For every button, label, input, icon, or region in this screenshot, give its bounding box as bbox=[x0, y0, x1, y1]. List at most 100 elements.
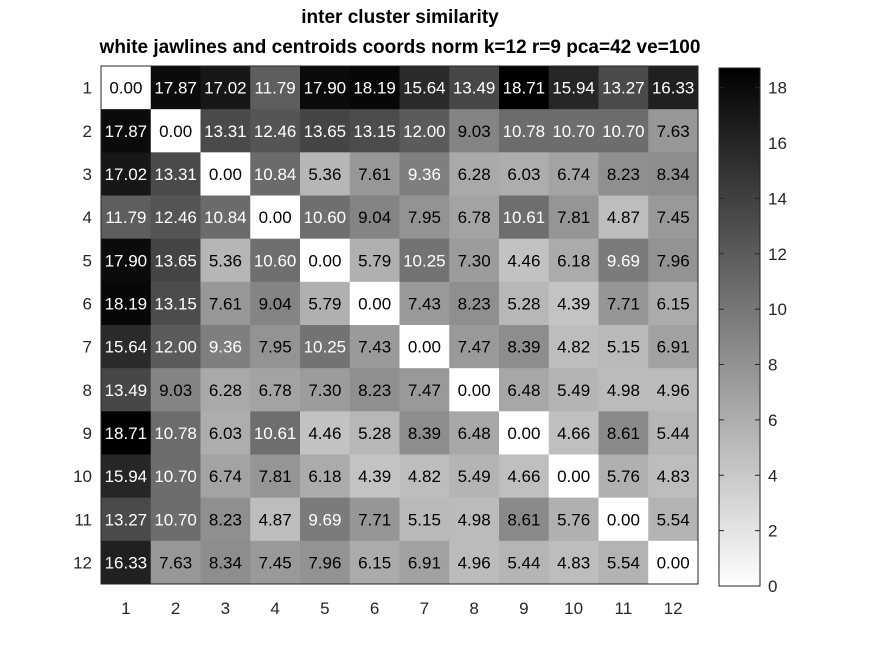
cell-label-12-3: 8.34 bbox=[209, 553, 242, 572]
x-tick-6: 6 bbox=[370, 599, 379, 618]
cell-label-5-9: 4.46 bbox=[507, 251, 540, 270]
heatmap-cell-12-7 bbox=[399, 540, 450, 585]
y-tick-4: 4 bbox=[83, 208, 92, 227]
heatmap-cell-5-5 bbox=[300, 238, 351, 283]
heatmap-cell-4-9 bbox=[499, 195, 550, 240]
heatmap-cell-12-4 bbox=[250, 540, 301, 585]
cell-label-11-12: 5.54 bbox=[657, 510, 690, 529]
heatmap-cell-11-4 bbox=[250, 497, 301, 542]
cell-label-12-12: 0.00 bbox=[657, 553, 690, 572]
heatmap-cell-1-7 bbox=[399, 66, 450, 110]
cell-label-7-6: 7.43 bbox=[358, 338, 391, 357]
heatmap-cell-10-2 bbox=[150, 454, 201, 499]
cell-label-7-4: 7.95 bbox=[259, 338, 292, 357]
heatmap-cell-9-12 bbox=[648, 411, 699, 455]
heatmap-cell-5-3 bbox=[200, 238, 251, 283]
cell-label-6-6: 0.00 bbox=[358, 294, 391, 313]
heatmap-cell-6-5 bbox=[300, 281, 351, 326]
cell-label-6-12: 6.15 bbox=[657, 294, 690, 313]
heatmap-cell-10-7 bbox=[399, 454, 450, 499]
heatmap-cell-12-5 bbox=[300, 540, 351, 585]
cell-label-12-5: 7.96 bbox=[308, 553, 341, 572]
cell-label-12-1: 16.33 bbox=[105, 553, 148, 572]
cell-label-8-6: 8.23 bbox=[358, 381, 391, 400]
cell-label-7-10: 4.82 bbox=[557, 338, 590, 357]
heatmap-cell-11-1 bbox=[101, 497, 152, 542]
x-tick-12: 12 bbox=[664, 599, 683, 618]
cell-label-6-1: 18.19 bbox=[105, 294, 148, 313]
heatmap-cell-11-11 bbox=[598, 497, 649, 542]
heatmap-cell-5-9 bbox=[499, 238, 550, 283]
heatmap-cell-4-10 bbox=[548, 195, 599, 240]
heatmap-cell-9-9 bbox=[499, 411, 550, 455]
x-tick-8: 8 bbox=[469, 599, 478, 618]
cell-label-2-8: 9.03 bbox=[458, 122, 491, 141]
cell-label-5-3: 5.36 bbox=[209, 251, 242, 270]
heatmap-cell-7-7 bbox=[399, 325, 450, 369]
cell-label-6-5: 5.79 bbox=[308, 294, 341, 313]
cell-label-11-4: 4.87 bbox=[259, 510, 292, 529]
cell-label-1-11: 13.27 bbox=[602, 79, 645, 98]
heatmap-cell-11-9 bbox=[499, 497, 550, 542]
heatmap-cell-8-4 bbox=[250, 368, 301, 412]
colorbar-tick-6: 6 bbox=[768, 411, 777, 430]
heatmap-cell-6-8 bbox=[449, 281, 500, 326]
cell-label-1-3: 17.02 bbox=[204, 79, 247, 98]
cell-label-1-7: 15.64 bbox=[403, 79, 446, 98]
cell-label-1-10: 15.94 bbox=[552, 79, 595, 98]
heatmap-cell-8-11 bbox=[598, 368, 649, 412]
cell-label-10-4: 7.81 bbox=[259, 467, 292, 486]
colorbar-tick-16: 16 bbox=[768, 134, 787, 153]
y-tick-2: 2 bbox=[83, 122, 92, 141]
heatmap-cell-4-4 bbox=[250, 195, 301, 240]
cell-label-1-2: 17.87 bbox=[154, 79, 197, 98]
heatmap-cell-4-2 bbox=[150, 195, 201, 240]
cell-label-4-5: 10.60 bbox=[304, 208, 347, 227]
heatmap-cell-9-3 bbox=[200, 411, 251, 455]
heatmap-cell-5-6 bbox=[349, 238, 400, 283]
heatmap-cell-3-10 bbox=[548, 152, 599, 196]
heatmap-cell-11-7 bbox=[399, 497, 450, 542]
cell-label-10-2: 10.70 bbox=[154, 467, 197, 486]
heatmap-cell-8-5 bbox=[300, 368, 351, 412]
heatmap-cell-1-12 bbox=[648, 66, 699, 110]
heatmap-cell-3-6 bbox=[349, 152, 400, 196]
cell-label-6-9: 5.28 bbox=[507, 294, 540, 313]
y-tick-3: 3 bbox=[83, 165, 92, 184]
heatmap-cell-4-12 bbox=[648, 195, 699, 240]
cell-label-9-11: 8.61 bbox=[607, 424, 640, 443]
cell-label-11-1: 13.27 bbox=[105, 510, 148, 529]
cell-label-3-6: 7.61 bbox=[358, 165, 391, 184]
cell-label-2-1: 17.87 bbox=[105, 122, 148, 141]
colorbar-ticks: 0 2 4 6 8 10 12 14 16 18 bbox=[719, 79, 787, 596]
y-tick-9: 9 bbox=[83, 424, 92, 443]
heatmap-cell-7-3 bbox=[200, 325, 251, 369]
heatmap-cell-6-10 bbox=[548, 281, 599, 326]
heatmap-cell-3-8 bbox=[449, 152, 500, 196]
heatmap-cell-7-8 bbox=[449, 325, 500, 369]
heatmap-cell-2-8 bbox=[449, 109, 500, 153]
heatmap-cell-7-5 bbox=[300, 325, 351, 369]
cell-label-11-5: 9.69 bbox=[308, 510, 341, 529]
heatmap-cell-9-2 bbox=[150, 411, 201, 455]
cell-label-3-12: 8.34 bbox=[657, 165, 690, 184]
cell-label-4-3: 10.84 bbox=[204, 208, 247, 227]
heatmap-cell-5-7 bbox=[399, 238, 450, 283]
heatmap-cell-10-11 bbox=[598, 454, 649, 499]
cell-label-10-9: 4.66 bbox=[507, 467, 540, 486]
cell-label-7-3: 9.36 bbox=[209, 338, 242, 357]
heatmap-cell-labels: 0.00 17.87 17.02 11.79 17.90 18.19 15.64 13.49 1… bbox=[105, 79, 695, 573]
cell-label-11-6: 7.71 bbox=[358, 510, 391, 529]
heatmap-cell-8-3 bbox=[200, 368, 251, 412]
cell-label-6-4: 9.04 bbox=[259, 294, 292, 313]
heatmap-cell-8-9 bbox=[499, 368, 550, 412]
heatmap-cell-8-2 bbox=[150, 368, 201, 412]
heatmap-cell-3-1 bbox=[101, 152, 152, 196]
heatmap-cell-6-9 bbox=[499, 281, 550, 326]
cell-label-8-9: 6.48 bbox=[507, 381, 540, 400]
colorbar-tick-4: 4 bbox=[768, 466, 777, 485]
heatmap-cell-2-10 bbox=[548, 109, 599, 153]
heatmap-cell-3-5 bbox=[300, 152, 351, 196]
colorbar-tick-8: 8 bbox=[768, 356, 777, 375]
cell-label-1-6: 18.19 bbox=[353, 79, 396, 98]
